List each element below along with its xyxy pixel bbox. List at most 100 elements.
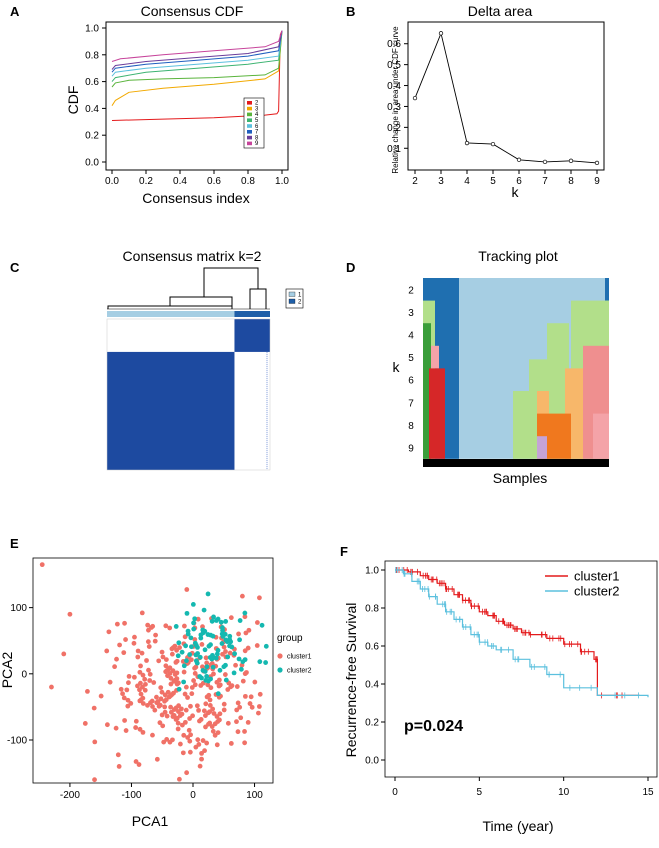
panel-a-legend-label: 3: [255, 106, 259, 112]
pca-point-cluster1: [158, 685, 164, 691]
pca-point-cluster1: [143, 681, 148, 687]
panel-e-ylabel: PCA2: [0, 652, 15, 689]
panel-a-xtick-label: 0.2: [139, 176, 153, 187]
pca-point-cluster1: [214, 679, 220, 685]
pca-point-cluster1: [254, 643, 260, 648]
pca-point-cluster1: [138, 663, 143, 669]
panel-d-xlabel: Samples: [493, 470, 547, 486]
pca-point-cluster1: [135, 648, 141, 654]
pca-point-cluster1: [196, 707, 201, 713]
pca-point-cluster2: [176, 640, 182, 646]
pca-point-cluster1: [156, 703, 162, 709]
panel-a-ytick-label: 0.4: [85, 104, 99, 115]
pca-point-cluster1: [168, 704, 174, 710]
pca-point-cluster1: [215, 730, 221, 736]
panel-d-k-label: 6: [408, 376, 414, 387]
pca-point-cluster1: [149, 698, 155, 704]
panel-b-ytick-label: 0.4: [387, 81, 401, 92]
pca-point-cluster1: [178, 706, 184, 712]
pca-point-cluster2: [202, 647, 208, 653]
pca-point-cluster2: [192, 616, 198, 622]
pca-point-cluster1: [146, 644, 152, 649]
pca-point-cluster1: [182, 634, 188, 640]
pca-point-cluster2: [185, 628, 191, 634]
pca-point-cluster1: [107, 679, 113, 685]
pca-point-cluster2: [240, 659, 246, 665]
pca-point-cluster1: [235, 700, 241, 706]
panel-b-xtick-label: 4: [464, 176, 470, 187]
panel-a-xlabel: Consensus index: [142, 190, 249, 206]
pca-point-cluster2: [184, 658, 189, 664]
cdf-line-k7: [111, 30, 283, 73]
pca-point-cluster1: [98, 693, 104, 699]
pca-point-cluster2: [223, 619, 229, 624]
pca-point-cluster1: [150, 732, 155, 738]
pca-point-cluster1: [61, 651, 67, 657]
panel-a-legend-swatch: [247, 101, 252, 105]
pca-point-cluster1: [228, 741, 234, 746]
pca-point-cluster1: [242, 693, 248, 699]
pca-point-cluster1: [159, 649, 165, 655]
survival-curve-cluster2: [395, 569, 649, 698]
pca-point-cluster1: [122, 620, 127, 626]
panel-c-consensus-matrix: Consensus matrix k=2 12: [106, 248, 304, 471]
panel-f-xtick-label: 10: [558, 787, 570, 798]
tracking-cluster-segment: [513, 391, 529, 459]
pca-point-cluster2: [220, 633, 226, 639]
panel-d-k-label: 2: [408, 285, 414, 296]
pca-point-cluster1: [187, 749, 193, 755]
pca-point-cluster1: [139, 610, 145, 616]
pca-point-cluster1: [221, 701, 227, 707]
panel-letter-b: B: [346, 4, 355, 19]
pca-point-cluster1: [104, 722, 110, 728]
panel-a-title: Consensus CDF: [141, 3, 244, 19]
pca-point-cluster1: [201, 708, 207, 714]
pca-point-cluster1: [163, 657, 169, 662]
pca-point-cluster2: [217, 667, 223, 673]
pca-point-cluster1: [131, 640, 137, 646]
panel-a-legend-label: 6: [255, 124, 259, 130]
panel-b-ylabel: Relative change in area under CDF curve: [391, 26, 400, 174]
panel-b-xtick-label: 8: [568, 176, 574, 187]
pca-point-cluster2: [188, 635, 194, 641]
panel-e-legend-title: group: [277, 633, 303, 644]
pca-point-cluster1: [254, 620, 260, 625]
pca-point-cluster1: [140, 701, 146, 706]
pca-point-cluster1: [223, 649, 228, 654]
panel-e-legend-swatch: [277, 653, 283, 659]
pca-point-cluster2: [198, 632, 204, 638]
cdf-line-k4: [111, 30, 283, 88]
panel-f-xlabel: Time (year): [482, 818, 553, 834]
pca-point-cluster1: [124, 687, 130, 693]
pca-point-cluster2: [202, 628, 208, 634]
panel-f-legend-label: cluster2: [574, 584, 620, 599]
pca-point-cluster1: [182, 691, 188, 697]
pca-point-cluster2: [229, 644, 235, 650]
pca-point-cluster2: [257, 659, 263, 665]
pca-point-cluster1: [162, 709, 168, 715]
pca-point-cluster1: [174, 670, 180, 676]
pca-point-cluster1: [181, 623, 187, 629]
pca-point-cluster1: [222, 672, 228, 677]
pca-point-cluster1: [221, 707, 227, 713]
delta-area-point: [516, 157, 522, 162]
pca-point-cluster2: [204, 673, 210, 679]
pca-point-cluster1: [123, 637, 128, 642]
pca-point-cluster1: [153, 632, 158, 638]
pca-point-cluster1: [39, 562, 45, 568]
pca-point-cluster1: [176, 776, 182, 782]
pca-point-cluster1: [238, 715, 244, 721]
panel-e-frame: [32, 557, 274, 784]
cluster-bar-2: [234, 311, 270, 317]
panel-a-legend-label: 7: [255, 130, 259, 136]
pca-point-cluster1: [140, 672, 146, 678]
pca-point-cluster1: [126, 680, 131, 686]
pca-point-cluster1: [163, 623, 169, 629]
pca-point-cluster1: [228, 684, 234, 690]
pca-point-cluster1: [173, 659, 179, 665]
pca-point-cluster1: [118, 686, 124, 692]
consensus-block-1: [107, 351, 235, 470]
pca-point-cluster2: [191, 620, 196, 626]
panel-b-delta-area: Delta area 2 3 4 5 6 7 8 90.10.20.30.40.50.6 k …: [387, 3, 605, 200]
